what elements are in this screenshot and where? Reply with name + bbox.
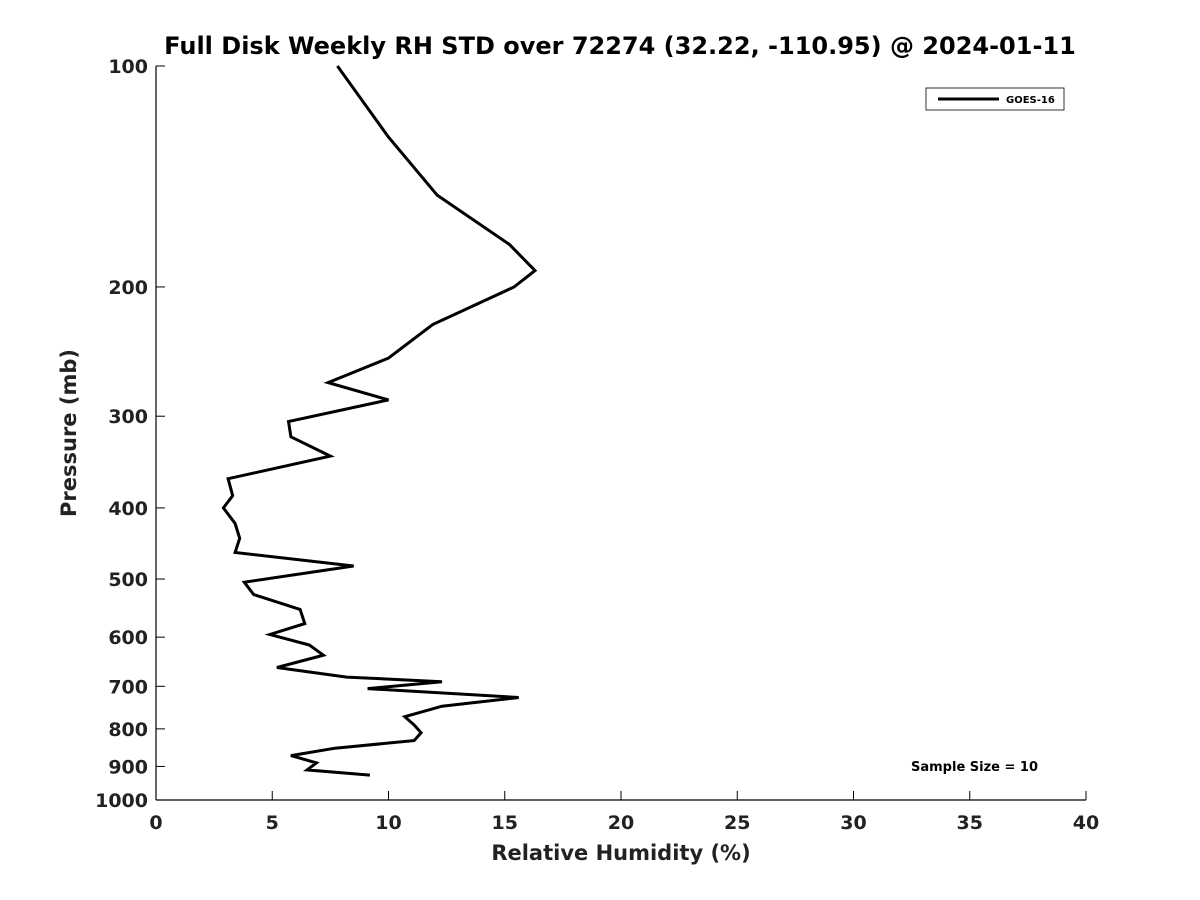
legend: GOES-16 [925, 87, 1065, 111]
x-tick-label: 30 [840, 812, 866, 834]
axes [155, 66, 1086, 801]
y-tick-label: 500 [108, 569, 148, 591]
y-tick-label: 800 [108, 719, 148, 741]
y-ticks: 100 200 300 400 500 600 700 800 900 1000 [95, 56, 165, 812]
y-tick-label: 200 [108, 277, 148, 299]
x-tick-label: 35 [957, 812, 983, 834]
x-tick-label: 0 [149, 812, 162, 834]
sample-size-annotation: Sample Size = 10 [911, 760, 1038, 775]
x-tick-label: 10 [375, 812, 401, 834]
y-tick-label: 600 [108, 627, 148, 649]
y-tick-label: 400 [108, 498, 148, 520]
x-tick-label: 40 [1073, 812, 1099, 834]
x-tick-label: 5 [266, 812, 279, 834]
y-tick-label: 300 [108, 406, 148, 428]
x-axis-label: Relative Humidity (%) [491, 841, 750, 865]
x-ticks: 0 5 10 15 20 25 30 35 40 [149, 791, 1099, 834]
chart-title: Full Disk Weekly RH STD over 72274 (32.2… [164, 32, 1076, 60]
y-tick-label: 100 [108, 56, 148, 78]
y-axis-label: Pressure (mb) [57, 349, 81, 517]
x-tick-label: 20 [608, 812, 634, 834]
x-tick-label: 15 [492, 812, 518, 834]
series-line-goes-16 [221, 65, 538, 777]
y-tick-label: 1000 [95, 790, 148, 812]
x-tick-label: 25 [724, 812, 750, 834]
legend-label-goes-16: GOES-16 [1006, 95, 1055, 106]
y-tick-label: 700 [108, 676, 148, 698]
series-layer [221, 65, 538, 777]
y-tick-label: 900 [108, 756, 148, 778]
